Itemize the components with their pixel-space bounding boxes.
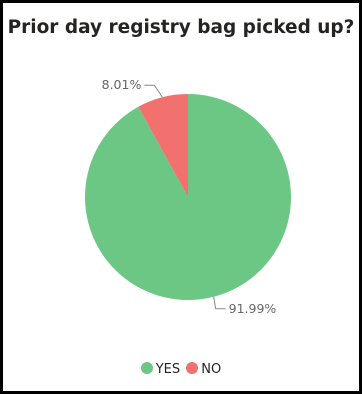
leader-line-no <box>144 84 163 98</box>
pie-slice-yes[interactable] <box>84 94 291 300</box>
data-label-no: 8.01% <box>102 77 142 92</box>
leader-line-yes <box>213 296 226 310</box>
pie-slice-no[interactable] <box>138 94 188 197</box>
chart-title: Prior day registry bag picked up? <box>7 17 355 38</box>
legend-marker-yes <box>140 362 153 374</box>
legend-marker-no <box>186 362 199 374</box>
pie-chart: 91.99% 8.01% <box>84 77 291 316</box>
legend-label-no: NO <box>201 362 222 377</box>
legend-label-yes: YES <box>155 362 181 377</box>
legend: YES NO <box>3 362 359 377</box>
legend-item-yes[interactable]: YES <box>140 362 181 377</box>
data-label-yes: 91.99% <box>229 301 277 316</box>
legend-item-no[interactable]: NO <box>186 362 221 377</box>
